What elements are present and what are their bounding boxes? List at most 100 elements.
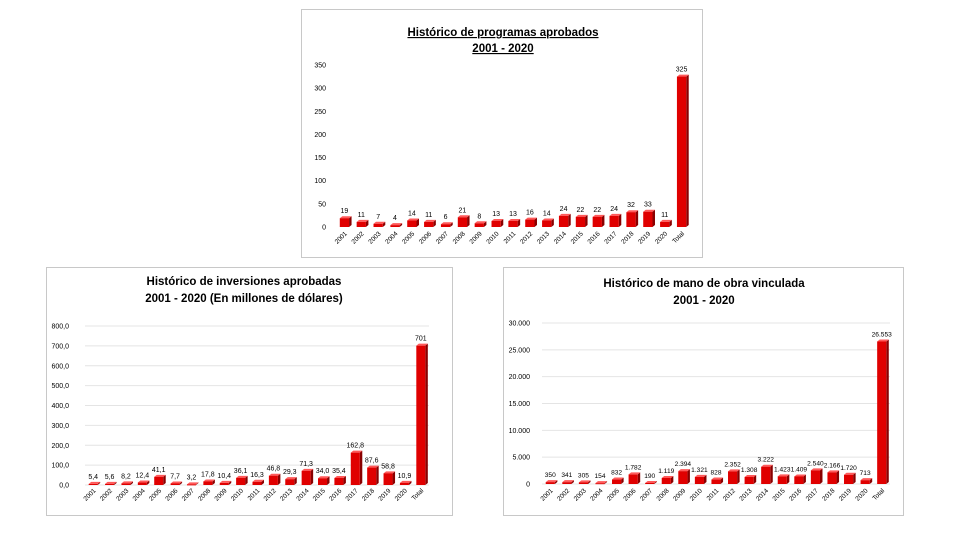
x-tick-label: 2003 — [367, 230, 382, 245]
data-label: 16 — [526, 210, 534, 217]
x-tick-label: 2012 — [722, 487, 737, 502]
bar-side — [534, 217, 537, 227]
bar-side — [637, 472, 641, 484]
chart-panel-inversiones: Histórico de inversiones aprobadas 2001 … — [46, 267, 453, 516]
bar — [761, 466, 771, 484]
bar — [318, 478, 328, 485]
bar-2020 — [660, 219, 672, 227]
bar-2001 — [339, 216, 352, 227]
bar-2012 — [728, 469, 740, 484]
bar-2019 — [844, 472, 856, 484]
y-tick-label: 600,0 — [51, 363, 69, 370]
x-tick-label: 2007 — [639, 487, 654, 502]
y-tick-label: 0 — [526, 482, 530, 489]
bar-top — [491, 218, 504, 221]
bar-side — [703, 474, 707, 484]
chart-subtitle: 2001 - 2020 — [472, 43, 533, 55]
bar-top — [678, 469, 690, 472]
data-label: 1.321 — [691, 467, 708, 474]
chart-title: Histórico de mano de obra vinculada — [603, 278, 805, 290]
data-label: 2.540 — [807, 460, 824, 467]
bar-top — [508, 218, 521, 221]
bar — [268, 475, 278, 485]
bar-side — [365, 219, 369, 227]
bar-side — [97, 481, 101, 485]
x-tick-label: 2016 — [587, 230, 602, 245]
bar-top — [827, 470, 840, 473]
y-tick-label: 10.000 — [509, 428, 531, 435]
x-tick-label: 2015 — [312, 487, 327, 502]
bar-2011 — [252, 479, 265, 485]
data-label: 1.720 — [840, 465, 857, 472]
y-tick-label: 250 — [314, 109, 326, 116]
x-tick-label: 2014 — [553, 230, 568, 245]
bar-top — [628, 472, 641, 475]
y-tick-label: 20.000 — [509, 374, 531, 381]
data-label: 8 — [477, 213, 481, 220]
bar-top — [794, 474, 806, 477]
bar-side — [179, 481, 183, 485]
bar-side — [163, 474, 166, 485]
data-label: 24 — [560, 206, 568, 213]
bar-top — [121, 481, 133, 484]
x-tick-label: 2011 — [247, 487, 262, 502]
data-label: 7 — [376, 214, 380, 221]
x-tick-label: 2005 — [401, 230, 416, 245]
bar — [661, 477, 671, 484]
bar-top — [416, 343, 428, 346]
bar-top — [728, 469, 740, 472]
chart-subtitle: 2001 - 2020 (En millones de dólares) — [145, 293, 343, 305]
bar — [645, 482, 655, 484]
bar — [88, 483, 98, 485]
bar-side — [601, 214, 605, 227]
bar — [660, 221, 670, 227]
data-label: 1.423 — [774, 466, 791, 473]
bar-2016 — [592, 214, 605, 227]
data-label: 11 — [425, 212, 432, 219]
bar-side — [500, 218, 504, 227]
x-tick-label: 2004 — [384, 230, 399, 245]
bar-side — [770, 464, 773, 484]
bar-2017 — [810, 468, 823, 484]
x-tick-label: 2012 — [519, 230, 534, 245]
bar-side — [686, 74, 689, 227]
bar — [810, 470, 820, 484]
x-tick-label: 2006 — [418, 230, 433, 245]
data-label: 2.166 — [824, 462, 841, 469]
bar — [728, 471, 738, 484]
bar-side — [753, 474, 757, 484]
bar — [744, 476, 754, 484]
bar-top — [860, 478, 873, 481]
data-label: 701 — [415, 336, 427, 343]
data-label: 305 — [578, 472, 589, 479]
bar-2005 — [154, 474, 166, 485]
x-tick-label: 2003 — [573, 487, 588, 502]
bar-2008 — [661, 475, 674, 484]
y-tick-label: 150 — [314, 155, 326, 162]
data-label: 13 — [509, 211, 517, 218]
bar-2015 — [777, 474, 790, 484]
bar-top — [645, 480, 657, 483]
bar-top — [609, 213, 622, 216]
bar — [390, 225, 400, 227]
y-tick-label: 350 — [314, 63, 326, 70]
x-tick-label: 2001 — [540, 487, 555, 502]
bar — [827, 472, 837, 484]
bar-top — [137, 480, 150, 483]
data-label: 87,6 — [365, 458, 379, 465]
bar-2003 — [373, 221, 386, 227]
bar-side — [568, 213, 571, 227]
bar-2016 — [794, 474, 806, 484]
bar — [367, 467, 377, 485]
x-tick-label: 2020 — [394, 487, 409, 502]
x-tick-label: 2010 — [230, 487, 245, 502]
bar-side — [277, 473, 281, 485]
bar-top — [407, 218, 419, 221]
x-tick-label: 2010 — [485, 230, 500, 245]
bar-side — [416, 218, 419, 227]
x-tick-label: 2002 — [99, 487, 114, 502]
data-label: 71,3 — [299, 461, 313, 468]
bar-side — [654, 480, 657, 484]
x-tick-label: 2002 — [556, 487, 571, 502]
bar — [154, 476, 164, 485]
